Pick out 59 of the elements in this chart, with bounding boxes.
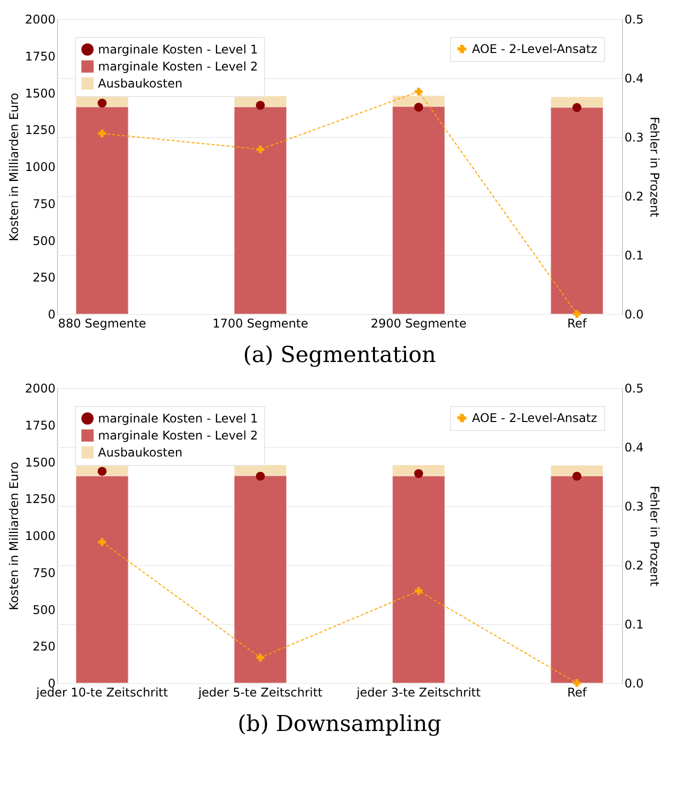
legend-label: Ausbaukosten [98,446,182,460]
y2-axis-title: Fehler in Prozent [648,116,662,218]
x-tick-label: Ref [567,686,588,700]
x-tick-label: 880 Segmente [58,316,146,330]
y2-axis-title: Fehler in Prozent [648,486,662,587]
y-tick-label: 2000 [24,12,56,26]
y-tick-label: 1500 [24,455,56,470]
y2-tick-label: 0.2 [624,190,644,204]
point [414,587,423,595]
y-tick-label: 1250 [24,123,56,138]
x-tick-label: 1700 Segmente [212,316,308,330]
point [573,679,581,687]
y-tick-label: 0 [48,308,56,322]
legend-label: AOE - 2-Level-Ansatz [472,42,598,56]
y-tick-label: 1500 [24,86,56,100]
y-axis-title: Kosten in Milliarden Euro [6,92,21,242]
y2-tick-label: 0.1 [624,618,644,632]
y-tick-label: 250 [32,640,56,654]
y2-tick-label: 0.0 [624,308,644,322]
y-axis-title: Kosten in Milliarden Euro [6,462,21,610]
x-tick-label: Ref [567,316,588,330]
legend-label: marginale Kosten - Level 2 [98,428,258,442]
y-tick-label: 1750 [24,418,56,432]
y-tick-label: 750 [32,566,56,580]
point [256,146,264,154]
y2-tick-label: 0.5 [624,382,644,396]
legend-label: marginale Kosten - Level 2 [98,60,258,74]
y2-tick-label: 0.1 [624,248,644,262]
y-tick-label: 1250 [24,492,56,506]
point [414,88,423,96]
point [256,654,264,662]
legend-label: marginale Kosten - Level 1 [98,412,258,426]
text: (b) Downsampling [238,712,442,737]
legend-label: AOE - 2-Level-Ansatz [472,411,598,425]
y-tick-label: 250 [32,270,56,285]
y-tick-label: 500 [32,234,56,248]
text: (a) Segmentation [243,343,436,368]
y-tick-label: 500 [32,602,56,617]
point [573,310,581,318]
point [98,538,106,546]
y2-tick-label: 0.3 [624,500,644,514]
x-tick-label: 2900 Segmente [370,316,467,330]
legend-label: marginale Kosten - Level 1 [98,42,258,56]
y2-tick-label: 0.4 [624,72,644,86]
legend-label: Ausbaukosten [98,76,182,90]
y-tick-label: 1000 [24,529,56,543]
x-tick-label: jeder 10-te Zeitschritt [35,686,168,700]
y-tick-label: 1000 [24,160,56,174]
y-tick-label: 2000 [24,382,56,396]
y2-tick-label: 0.4 [624,440,644,454]
point [98,130,106,138]
y2-tick-label: 0.0 [624,676,644,690]
x-tick-label: jeder 3-te Zeitschritt [356,686,481,700]
y2-tick-label: 0.3 [624,130,644,144]
y2-tick-label: 0.5 [624,12,644,26]
y2-tick-label: 0.2 [624,558,644,572]
y-tick-label: 1750 [24,49,56,64]
x-tick-label: jeder 5-te Zeitschritt [197,686,323,700]
y-tick-label: 750 [32,196,56,211]
